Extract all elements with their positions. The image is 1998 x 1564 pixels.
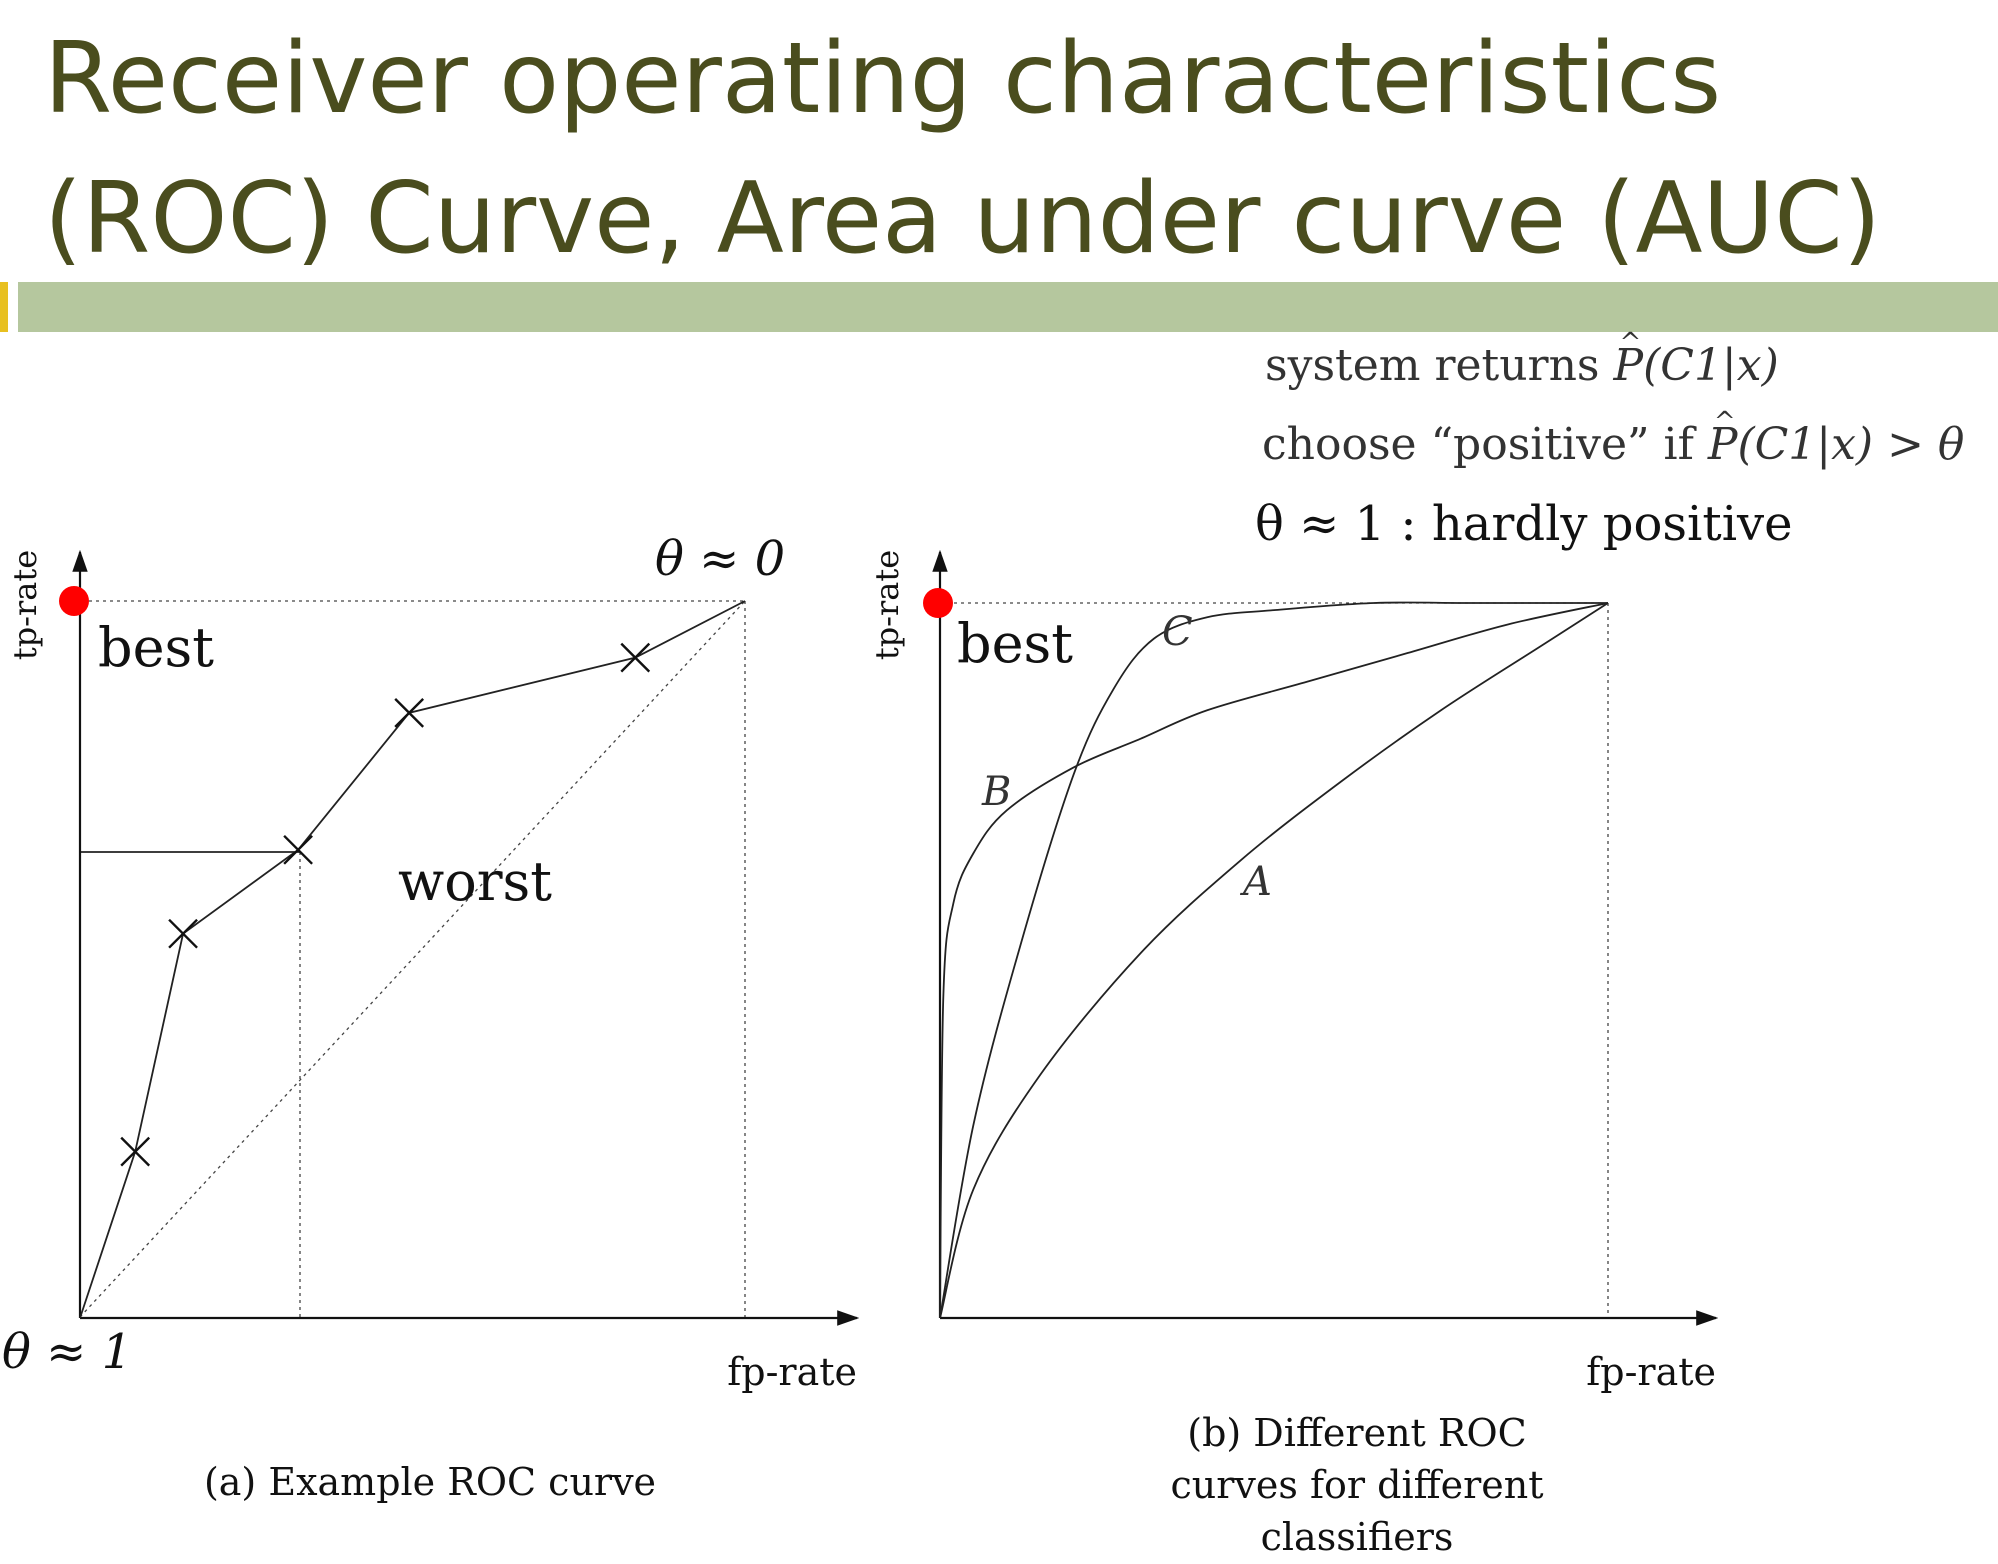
note-system-returns-text: system returns <box>1265 340 1600 391</box>
note-choose-positive-math: P(C1|x) > θ <box>1708 409 1965 467</box>
note-system-returns-math: P(C1|x) <box>1614 330 1779 388</box>
note-hardly-positive: θ ≈ 1 : hardly positive <box>1255 496 1793 552</box>
chart-b-caption-line-1: (b) Different ROC <box>1187 1411 1526 1455</box>
chart-a-worst-label: worst <box>398 850 552 913</box>
chart-a-marker-3 <box>283 834 313 865</box>
chart-a: best worst θ ≈ 0 θ ≈ 1 fp-rate tp-rate (… <box>2 531 860 1504</box>
chart-a-caption: (a) Example ROC curve <box>204 1460 656 1504</box>
chart-b-x-label: fp-rate <box>1586 1350 1716 1394</box>
chart-b-curve-a-label: A <box>1239 859 1272 905</box>
chart-a-marker-1 <box>120 1136 151 1167</box>
chart-b-best-label: best <box>957 612 1073 675</box>
chart-a-marker-4 <box>394 698 425 728</box>
chart-a-markers <box>120 642 651 1167</box>
chart-b-caption-line-2: curves for different <box>1170 1463 1543 1507</box>
chart-b-y-label: tp-rate <box>868 550 906 660</box>
chart-b-curve-a <box>939 602 1609 1319</box>
chart-a-theta-top-label: θ ≈ 0 <box>655 531 785 587</box>
chart-b-curve-b <box>939 602 1609 1319</box>
chart-b-curve-c <box>939 601 1608 1319</box>
slide-title-line-2: (ROC) Curve, Area under curve (AUC) <box>44 162 1881 276</box>
chart-a-theta-origin-label: θ ≈ 1 <box>2 1324 132 1380</box>
chart-a-x-label: fp-rate <box>727 1350 857 1394</box>
chart-a-marker-5 <box>620 642 651 673</box>
chart-b: A B C best fp-rate tp-rate (b) Different… <box>868 549 1719 1559</box>
slide-title-line-1: Receiver operating characteristics <box>44 22 1722 136</box>
title-rule <box>18 282 1998 332</box>
chart-a-best-point <box>59 586 89 616</box>
chart-a-best-label: best <box>98 616 214 679</box>
note-choose-positive-text: choose “positive” if <box>1262 419 1694 470</box>
chart-b-caption-line-3: classifiers <box>1261 1515 1454 1559</box>
chart-b-curve-b-label: B <box>981 769 1011 815</box>
note-choose-positive: choose “positive” if P(C1|x) > θ <box>1262 409 1965 467</box>
note-system-returns: system returns P(C1|x) <box>1265 330 1779 388</box>
chart-b-curve-c-label: C <box>1162 609 1193 655</box>
chart-a-diagonal <box>79 600 746 1318</box>
chart-a-marker-2 <box>168 918 198 949</box>
title-rule-edge <box>0 282 8 332</box>
chart-a-y-label: tp-rate <box>6 550 44 660</box>
chart-b-best-point <box>923 588 953 618</box>
